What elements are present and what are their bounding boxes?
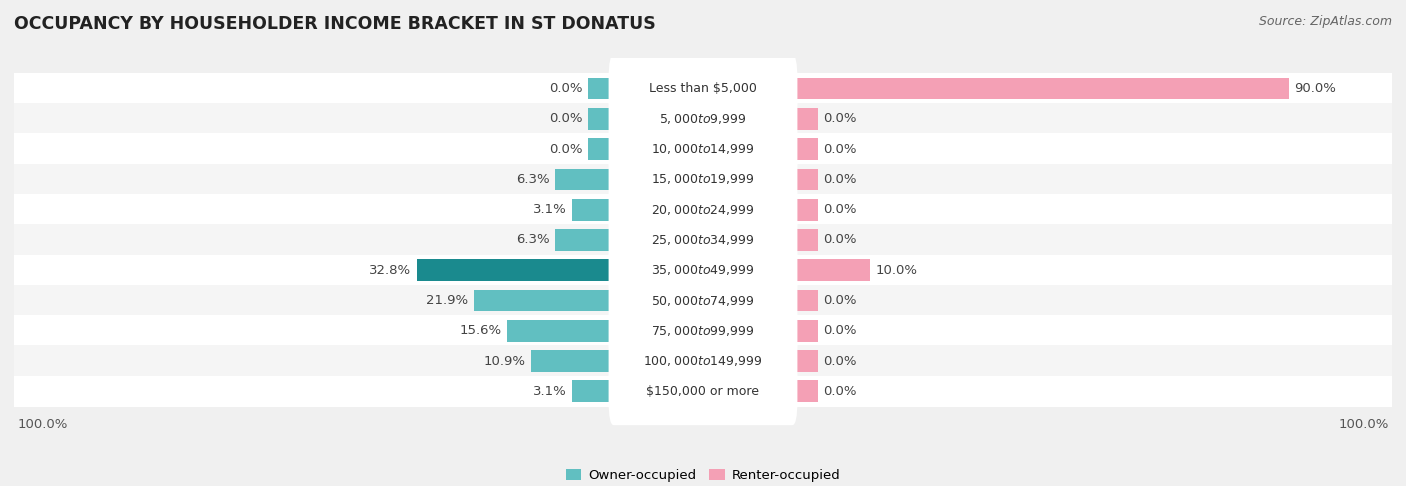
Text: $25,000 to $34,999: $25,000 to $34,999 xyxy=(651,233,755,247)
Text: $20,000 to $24,999: $20,000 to $24,999 xyxy=(651,203,755,217)
Text: $15,000 to $19,999: $15,000 to $19,999 xyxy=(651,173,755,187)
Text: 100.0%: 100.0% xyxy=(1339,417,1389,431)
Text: 10.9%: 10.9% xyxy=(484,355,526,367)
Text: 6.3%: 6.3% xyxy=(516,173,550,186)
Text: Less than $5,000: Less than $5,000 xyxy=(650,82,756,95)
FancyBboxPatch shape xyxy=(609,267,797,334)
Text: 3.1%: 3.1% xyxy=(533,385,567,398)
FancyBboxPatch shape xyxy=(609,206,797,274)
FancyBboxPatch shape xyxy=(609,297,797,364)
Text: 0.0%: 0.0% xyxy=(550,143,583,156)
Bar xyxy=(793,169,818,191)
FancyBboxPatch shape xyxy=(609,236,797,304)
Text: 10.0%: 10.0% xyxy=(875,264,917,277)
Bar xyxy=(588,78,613,100)
Bar xyxy=(793,229,818,251)
Bar xyxy=(14,194,1392,226)
Bar xyxy=(555,229,613,251)
Bar xyxy=(474,290,613,312)
Text: 100.0%: 100.0% xyxy=(17,417,67,431)
FancyBboxPatch shape xyxy=(609,358,797,425)
Bar xyxy=(555,169,613,191)
Text: 90.0%: 90.0% xyxy=(1294,82,1336,95)
Bar xyxy=(793,350,818,372)
Bar xyxy=(14,224,1392,256)
Bar xyxy=(588,108,613,130)
Bar xyxy=(793,320,818,342)
Text: 0.0%: 0.0% xyxy=(823,143,856,156)
Bar xyxy=(793,78,1288,100)
Text: $75,000 to $99,999: $75,000 to $99,999 xyxy=(651,324,755,338)
Bar xyxy=(793,199,818,221)
Bar xyxy=(793,260,870,281)
Text: 0.0%: 0.0% xyxy=(550,112,583,125)
Bar xyxy=(14,315,1392,347)
Bar xyxy=(14,164,1392,195)
Text: 0.0%: 0.0% xyxy=(823,324,856,337)
FancyBboxPatch shape xyxy=(609,146,797,213)
Bar xyxy=(14,346,1392,377)
Text: 6.3%: 6.3% xyxy=(516,233,550,246)
Text: 21.9%: 21.9% xyxy=(426,294,468,307)
Bar xyxy=(14,73,1392,104)
Bar xyxy=(14,255,1392,286)
Bar xyxy=(572,199,613,221)
Bar xyxy=(14,103,1392,135)
Bar xyxy=(588,138,613,160)
Text: 15.6%: 15.6% xyxy=(460,324,502,337)
Text: 0.0%: 0.0% xyxy=(823,294,856,307)
Text: OCCUPANCY BY HOUSEHOLDER INCOME BRACKET IN ST DONATUS: OCCUPANCY BY HOUSEHOLDER INCOME BRACKET … xyxy=(14,15,655,33)
Bar xyxy=(531,350,613,372)
Text: 0.0%: 0.0% xyxy=(823,112,856,125)
Bar xyxy=(793,381,818,402)
Text: 0.0%: 0.0% xyxy=(823,355,856,367)
Text: $100,000 to $149,999: $100,000 to $149,999 xyxy=(644,354,762,368)
Bar xyxy=(506,320,613,342)
Text: $50,000 to $74,999: $50,000 to $74,999 xyxy=(651,294,755,308)
Bar xyxy=(14,285,1392,316)
Text: $35,000 to $49,999: $35,000 to $49,999 xyxy=(651,263,755,277)
Bar xyxy=(793,290,818,312)
Bar xyxy=(793,108,818,130)
Text: 0.0%: 0.0% xyxy=(823,173,856,186)
Bar xyxy=(416,260,613,281)
Bar xyxy=(572,381,613,402)
Text: $10,000 to $14,999: $10,000 to $14,999 xyxy=(651,142,755,156)
Text: 0.0%: 0.0% xyxy=(550,82,583,95)
Text: 0.0%: 0.0% xyxy=(823,203,856,216)
Text: 0.0%: 0.0% xyxy=(823,385,856,398)
Text: Source: ZipAtlas.com: Source: ZipAtlas.com xyxy=(1258,15,1392,28)
FancyBboxPatch shape xyxy=(609,55,797,122)
Text: 0.0%: 0.0% xyxy=(823,233,856,246)
Text: $5,000 to $9,999: $5,000 to $9,999 xyxy=(659,112,747,126)
Text: 32.8%: 32.8% xyxy=(370,264,412,277)
Text: 3.1%: 3.1% xyxy=(533,203,567,216)
Text: $150,000 or more: $150,000 or more xyxy=(647,385,759,398)
FancyBboxPatch shape xyxy=(609,327,797,395)
FancyBboxPatch shape xyxy=(609,85,797,153)
FancyBboxPatch shape xyxy=(609,176,797,243)
FancyBboxPatch shape xyxy=(609,115,797,183)
Bar xyxy=(793,138,818,160)
Legend: Owner-occupied, Renter-occupied: Owner-occupied, Renter-occupied xyxy=(560,464,846,486)
Bar xyxy=(14,376,1392,407)
Bar xyxy=(14,134,1392,165)
